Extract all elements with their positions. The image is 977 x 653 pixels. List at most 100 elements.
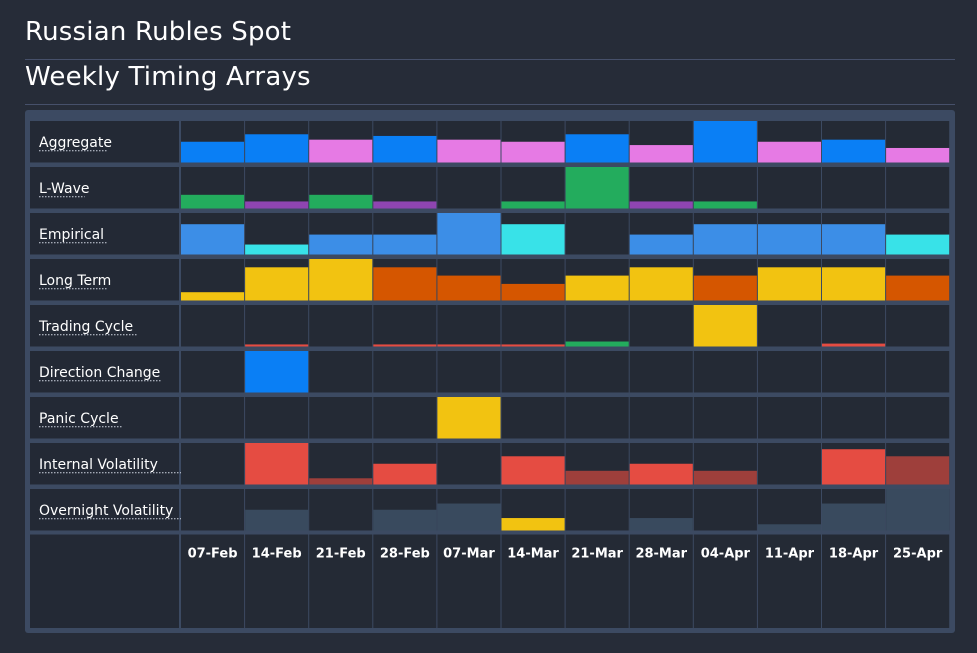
timing-bar bbox=[693, 275, 757, 301]
timing-bar bbox=[693, 121, 757, 163]
grid-cell bbox=[822, 167, 886, 209]
row-label-cell bbox=[30, 167, 179, 209]
x-tick-label: 07-Feb bbox=[188, 547, 238, 562]
timing-bar bbox=[437, 213, 501, 255]
axis-cell bbox=[373, 534, 437, 628]
timing-bar bbox=[886, 147, 950, 163]
timing-bar bbox=[501, 201, 565, 209]
timing-bar bbox=[629, 201, 693, 209]
x-tick-label: 25-Apr bbox=[893, 547, 943, 562]
timing-array-panel: Aggregate L-Wave Empirical Long Term Trading… bbox=[25, 110, 955, 633]
timing-bar bbox=[693, 470, 757, 485]
timing-bar bbox=[693, 201, 757, 209]
axis-label-cell bbox=[30, 534, 179, 628]
x-tick-label: 04-Apr bbox=[701, 547, 751, 562]
timing-array-chart: Aggregate L-Wave Empirical Long Term Trading… bbox=[30, 121, 950, 628]
grid-cell bbox=[309, 443, 373, 485]
timing-bar bbox=[309, 478, 373, 485]
grid-cell bbox=[437, 167, 501, 209]
timing-bar bbox=[437, 275, 501, 301]
timing-bar bbox=[501, 456, 565, 485]
row-label-cell bbox=[30, 351, 179, 393]
timing-bar bbox=[245, 201, 309, 209]
timing-bar bbox=[693, 305, 757, 347]
timing-bar bbox=[245, 344, 309, 347]
timing-bar bbox=[757, 267, 821, 301]
timing-bar bbox=[822, 224, 886, 255]
timing-bar bbox=[437, 139, 501, 163]
grid-cell bbox=[181, 397, 245, 439]
grid-cell bbox=[565, 489, 629, 531]
grid-cell bbox=[886, 351, 950, 393]
axis-cell bbox=[309, 534, 373, 628]
title-divider bbox=[25, 59, 955, 60]
grid-cell bbox=[886, 397, 950, 439]
row-label: Aggregate bbox=[39, 135, 112, 151]
grid-cell bbox=[309, 305, 373, 347]
timing-bar bbox=[886, 275, 950, 301]
timing-bar bbox=[886, 456, 950, 485]
x-tick-label: 18-Apr bbox=[829, 547, 879, 562]
timing-bar bbox=[437, 344, 501, 347]
timing-bar bbox=[373, 463, 437, 485]
grid-cell bbox=[373, 397, 437, 439]
grid-cell bbox=[437, 305, 501, 347]
axis-cell bbox=[757, 534, 821, 628]
grid-cell bbox=[565, 351, 629, 393]
axis-cell bbox=[437, 534, 501, 628]
x-tick-label: 14-Feb bbox=[252, 547, 302, 562]
axis-cell bbox=[181, 534, 245, 628]
row-label: Internal Volatility bbox=[39, 457, 158, 473]
grid-cell bbox=[629, 305, 693, 347]
grid-cell bbox=[181, 305, 245, 347]
timing-bar bbox=[757, 141, 821, 163]
x-tick-label: 21-Feb bbox=[316, 547, 366, 562]
grid-cell bbox=[245, 397, 309, 439]
grid-cell bbox=[565, 397, 629, 439]
timing-bar bbox=[565, 275, 629, 301]
row-label-cell bbox=[30, 443, 179, 485]
timing-bar bbox=[373, 135, 437, 163]
timing-bar bbox=[757, 524, 821, 531]
axis-cell bbox=[565, 534, 629, 628]
x-tick-label: 28-Mar bbox=[635, 547, 687, 562]
grid-cell bbox=[501, 305, 565, 347]
timing-bar bbox=[629, 267, 693, 301]
timing-bar bbox=[437, 397, 501, 439]
timing-bar bbox=[373, 234, 437, 255]
timing-bar bbox=[437, 503, 501, 531]
grid-cell bbox=[693, 489, 757, 531]
grid-cell bbox=[629, 397, 693, 439]
axis-cell bbox=[629, 534, 693, 628]
grid-cell bbox=[693, 351, 757, 393]
timing-bar bbox=[822, 449, 886, 485]
grid-cell bbox=[757, 305, 821, 347]
grid-cell bbox=[181, 489, 245, 531]
timing-bar bbox=[245, 509, 309, 531]
timing-bar bbox=[245, 443, 309, 485]
grid-cell bbox=[437, 351, 501, 393]
grid-cell bbox=[822, 397, 886, 439]
timing-bar bbox=[309, 194, 373, 209]
chart-title: Russian Rubles Spot bbox=[25, 17, 292, 47]
axis-cell bbox=[501, 534, 565, 628]
timing-bar bbox=[181, 141, 245, 163]
row-label: Trading Cycle bbox=[38, 319, 133, 335]
row-label-cell bbox=[30, 397, 179, 439]
row-label: L-Wave bbox=[39, 181, 89, 197]
timing-bar bbox=[822, 267, 886, 301]
timing-bar bbox=[501, 518, 565, 531]
grid-cell bbox=[373, 305, 437, 347]
grid-cell bbox=[822, 305, 886, 347]
row-label: Empirical bbox=[39, 227, 104, 243]
grid-cell bbox=[757, 443, 821, 485]
timing-bar bbox=[245, 134, 309, 163]
grid-cell bbox=[757, 351, 821, 393]
timing-bar bbox=[309, 259, 373, 301]
grid-cell bbox=[757, 489, 821, 531]
row-label-cell bbox=[30, 213, 179, 255]
timing-bar bbox=[822, 503, 886, 531]
timing-bar bbox=[886, 489, 950, 531]
timing-bar bbox=[181, 194, 245, 209]
timing-bar bbox=[373, 267, 437, 301]
